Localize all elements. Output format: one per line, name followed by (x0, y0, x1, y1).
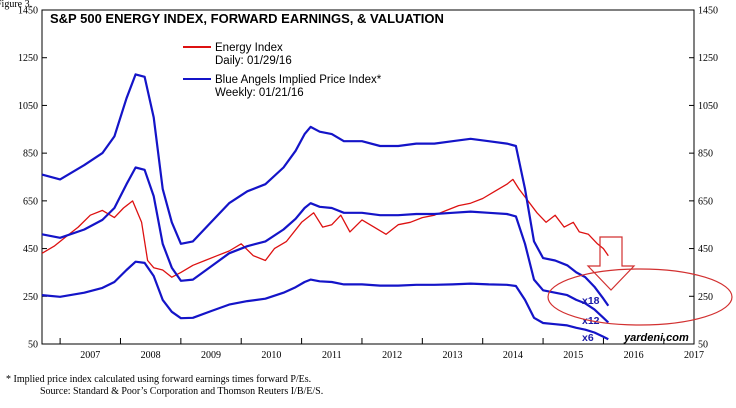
brand-label: yardeni.com (623, 332, 689, 344)
y-tick-label-right: 50 (698, 340, 708, 351)
label-x18: x18 (582, 295, 600, 307)
x-tick-label: 2008 (141, 350, 161, 361)
highlight-ellipse (547, 268, 733, 326)
y-tick-label-right: 650 (698, 196, 713, 207)
y-tick-label-right: 850 (698, 149, 713, 160)
series-blue-angels-x6 (41, 260, 609, 341)
y-tick-label-left: 650 (23, 196, 38, 207)
x-tick-label: 2012 (382, 350, 402, 361)
x-tick-label: 2007 (80, 350, 100, 361)
x-tick-label: 2009 (201, 350, 221, 361)
header-fragment: Figure 3. (0, 0, 32, 10)
y-tick-label-left: 450 (23, 244, 38, 255)
x-tick-label: 2014 (503, 350, 523, 361)
y-axis: 50 50 250 250 450 450 650 650 850 850 1050 1050 1250… (18, 6, 718, 351)
y-tick-label-right: 1250 (698, 53, 718, 64)
label-x6: x6 (582, 332, 594, 344)
y-tick-label-right: 1450 (698, 6, 718, 17)
down-arrow-icon (586, 236, 636, 291)
series-energy-index (41, 178, 609, 278)
x-tick-label: 2017 (684, 350, 704, 361)
y-tick-label-right: 1050 (698, 101, 718, 112)
legend-blue-sub: Weekly: 01/21/16 (215, 87, 304, 99)
legend: Energy Index Daily: 01/29/16 Blue Angels… (183, 42, 382, 99)
y-tick-label-left: 50 (28, 340, 38, 351)
y-tick-label-right: 250 (698, 292, 713, 303)
x-tick-label: 2016 (624, 350, 644, 361)
series-blue-angels-x12 (41, 166, 610, 324)
series-blue-angels-x18 (41, 73, 610, 307)
plot-frame (41, 9, 695, 345)
x-tick-label: 2015 (563, 350, 583, 361)
legend-energy-sub: Daily: 01/29/16 (215, 55, 292, 67)
legend-blue-label: Blue Angels Implied Price Index* (215, 74, 382, 86)
series-layer (41, 73, 610, 341)
y-tick-label-left: 1050 (18, 101, 38, 112)
legend-energy-label: Energy Index (215, 42, 283, 54)
y-tick-label-right: 450 (698, 244, 713, 255)
footnote-line-2: Source: Standard & Poor’s Corporation an… (40, 386, 324, 397)
y-tick-label-left: 250 (23, 292, 38, 303)
y-tick-label-left: 1250 (18, 53, 38, 64)
x-axis: 2007 2008 2009 2010 2011 2012 2013 2014 2015 2016… (59, 338, 704, 361)
footnote-line-1: * Implied price index calculated using f… (6, 374, 312, 385)
y-tick-label-left: 850 (23, 149, 38, 160)
x-tick-label: 2013 (443, 350, 463, 361)
chart-title: S&P 500 ENERGY INDEX, FORWARD EARNINGS, … (50, 11, 444, 26)
y-tick-label-left: 1450 (18, 6, 38, 17)
x-tick-label: 2011 (322, 350, 342, 361)
x-tick-label: 2010 (261, 350, 281, 361)
